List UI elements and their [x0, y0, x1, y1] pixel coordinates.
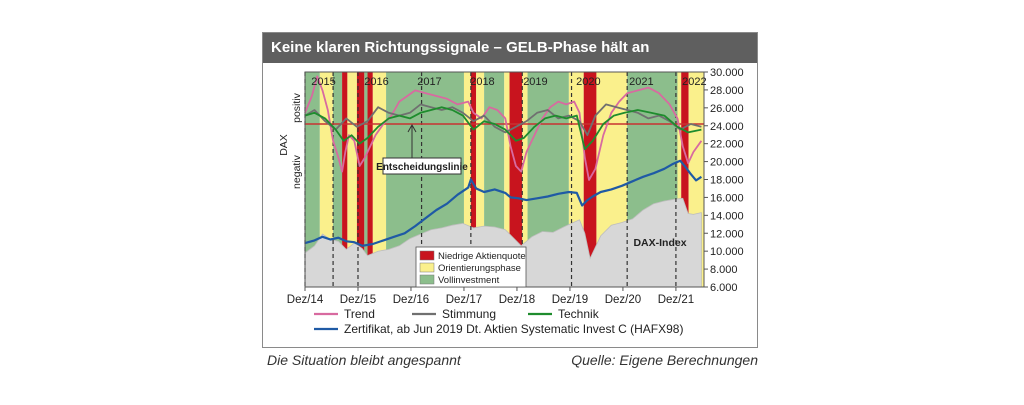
phase-band-red: [342, 72, 348, 287]
legend-label: Trend: [344, 307, 375, 321]
x-tick-label: Dez/14: [287, 294, 324, 306]
year-label: 2020: [576, 76, 600, 88]
phase-legend-swatch: [419, 250, 435, 261]
series-line-technik: [304, 106, 702, 151]
x-tick-label: Dez/20: [605, 294, 641, 306]
phase-band-red: [367, 72, 373, 287]
y-tick-label: 20.000: [710, 157, 744, 169]
x-tick-label: Dez/19: [552, 294, 588, 306]
phase-legend-swatch: [419, 274, 435, 285]
phase-band-yellow: [504, 72, 510, 287]
x-tick-label: Dez/17: [446, 294, 482, 306]
phase-band-green: [333, 72, 343, 287]
phase-band-yellow: [677, 72, 682, 287]
phase-legend-label: Niedrige Aktienquote: [438, 251, 526, 262]
year-label: 2019: [523, 76, 547, 88]
phase-band-red: [681, 72, 689, 287]
year-label: 2022: [682, 76, 706, 88]
y-left-dax: DAX: [278, 134, 290, 156]
caption-left: Die Situation bleibt angespannt: [267, 352, 461, 368]
phase-band-red: [470, 72, 477, 287]
y-tick-label: 10.000: [710, 246, 744, 258]
y-tick-label: 30.000: [710, 67, 744, 79]
y-tick-label: 26.000: [710, 103, 744, 115]
phase-legend-box: [415, 246, 527, 288]
phase-legend-label: Vollinvestment: [438, 275, 500, 286]
x-tick-label: Dez/21: [658, 294, 694, 306]
phase-band-yellow: [522, 72, 528, 287]
year-label: 2015: [311, 76, 335, 88]
phase-band-green: [305, 72, 320, 287]
series-line-zertifikat: [304, 159, 703, 247]
x-tick-label: Dez/16: [393, 294, 429, 306]
x-tick-label: Dez/18: [499, 294, 535, 306]
y-tick-label: 14.000: [710, 210, 744, 222]
legend-label: Technik: [558, 307, 600, 321]
x-tick-label: Dez/15: [340, 294, 376, 306]
legend-label: Zertifikat, ab Jun 2019 Dt. Aktien Syste…: [344, 322, 683, 336]
caption-right: Quelle: Eigene Berechnungen: [571, 352, 758, 368]
series-line-trend: [304, 75, 703, 181]
y-left-negativ: negativ: [291, 154, 303, 189]
decision-label-box: [382, 157, 462, 175]
y-left-positiv: positiv: [291, 92, 303, 123]
phase-legend-swatch: [419, 262, 435, 273]
dax-index-area: [304, 197, 702, 288]
y-tick-label: 12.000: [710, 228, 744, 240]
legend-label: Stimmung: [442, 307, 496, 321]
decision-arrow-head: [407, 123, 417, 133]
phase-band-green: [364, 72, 368, 287]
y-tick-label: 24.000: [710, 121, 744, 133]
phase-band-yellow: [463, 72, 471, 287]
y-tick-label: 28.000: [710, 85, 744, 97]
phase-band-yellow: [347, 72, 357, 287]
y-tick-label: 6.000: [710, 282, 738, 294]
dax-index-label: DAX-Index: [633, 237, 686, 249]
year-label: 2016: [364, 76, 388, 88]
decision-label: Entscheidungslinie: [376, 162, 468, 173]
y-tick-label: 16.000: [710, 192, 744, 204]
year-label: 2021: [629, 76, 653, 88]
y-tick-label: 22.000: [710, 139, 744, 151]
phase-band-yellow: [476, 72, 485, 287]
phase-legend-label: Orientierungsphase: [438, 263, 521, 274]
y-tick-label: 18.000: [710, 175, 744, 187]
series-line-stimmung: [304, 103, 702, 137]
year-label: 2017: [417, 76, 441, 88]
phase-band-red: [356, 72, 365, 287]
y-tick-label: 8.000: [710, 264, 738, 276]
year-label: 2018: [470, 76, 494, 88]
chart-title: Keine klaren Richtungssignale – GELB-Pha…: [263, 33, 757, 63]
